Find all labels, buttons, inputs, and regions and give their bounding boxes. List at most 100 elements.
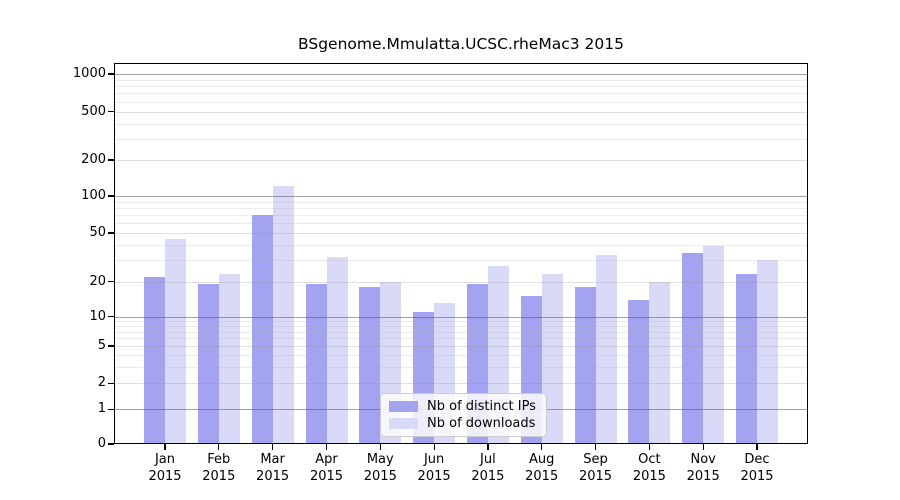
x-tick-label-sep: Sep 2015	[566, 452, 626, 485]
legend-swatch-downloads	[389, 418, 418, 430]
plot-area: Nb of distinct IPs Nb of downloads	[114, 63, 808, 444]
y-tick-label: 100	[81, 188, 106, 203]
y-tick-label: 200	[81, 152, 106, 167]
x-tick-month: Apr	[315, 452, 338, 467]
y-tick-mark	[108, 382, 114, 384]
x-tick-month: Feb	[207, 452, 231, 467]
bar-distinct-ips-apr	[305, 284, 327, 444]
gridline-major	[114, 316, 808, 318]
gridline-minor	[114, 355, 808, 357]
x-tick-month: Nov	[690, 452, 716, 467]
bar-distinct-ips-dec	[736, 274, 757, 444]
x-tick-mark	[379, 444, 381, 450]
x-tick-mark	[272, 444, 274, 450]
x-tick-label-feb: Feb 2015	[189, 452, 249, 485]
bar-distinct-ips-oct	[628, 300, 650, 444]
x-tick-year: 2015	[740, 468, 774, 484]
gridline-tick	[114, 160, 808, 161]
bar-downloads-nov	[703, 246, 725, 444]
y-tick-label: 1	[97, 401, 106, 417]
y-tick-label: 10	[89, 308, 106, 324]
bar-distinct-ips-jan	[144, 277, 165, 444]
x-tick-label-apr: Apr 2015	[297, 452, 357, 485]
gridline-minor	[114, 201, 808, 203]
gridline-minor	[114, 260, 808, 262]
x-tick-year: 2015	[578, 468, 613, 484]
x-tick-mark	[487, 444, 489, 450]
x-tick-mark	[702, 444, 704, 450]
legend-item-distinct-ips: Nb of distinct IPs	[389, 399, 538, 414]
y-tick-label: 50	[89, 225, 106, 240]
gridline-tick	[114, 233, 808, 234]
gridline-minor	[114, 223, 808, 225]
bar-downloads-oct	[649, 282, 671, 444]
x-tick-month: May	[366, 452, 394, 467]
y-tick-mark	[108, 195, 114, 197]
x-tick-month: Oct	[638, 452, 661, 467]
x-tick-month: Mar	[260, 452, 285, 467]
bar-distinct-ips-may	[359, 287, 381, 444]
bar-distinct-ips-nov	[682, 253, 704, 444]
x-tick-label-jan: Jan 2015	[135, 452, 195, 485]
bar-downloads-apr	[326, 257, 348, 444]
y-tick-label: 1000	[72, 66, 106, 81]
y-tick-mark	[108, 159, 114, 161]
gridline-minor	[114, 207, 808, 209]
x-tick-mark	[648, 444, 651, 450]
gridline-minor	[114, 321, 808, 323]
x-tick-mark	[325, 444, 328, 450]
gridline-minor	[114, 79, 808, 81]
x-tick-year: 2015	[256, 468, 290, 484]
x-tick-label-mar: Mar 2015	[243, 452, 303, 485]
x-tick-label-dec: Dec 2015	[727, 452, 787, 485]
gridline-minor	[114, 326, 808, 328]
y-tick-label: 500	[81, 103, 106, 119]
x-tick-year: 2015	[525, 468, 559, 484]
x-tick-year: 2015	[309, 468, 344, 484]
x-tick-mark	[541, 444, 543, 450]
gridline-minor	[114, 338, 808, 340]
y-tick-label: 20	[89, 273, 106, 289]
x-tick-month: Sep	[583, 452, 608, 467]
gridline-minor	[114, 331, 808, 333]
gridline-tick	[114, 111, 808, 113]
bar-downloads-jan	[165, 239, 186, 444]
x-tick-mark	[594, 444, 597, 450]
y-tick-mark	[108, 316, 114, 318]
x-tick-year: 2015	[363, 468, 397, 484]
legend-swatch-distinct-ips	[389, 400, 418, 412]
x-tick-month: Jun	[423, 452, 445, 467]
y-tick-mark	[108, 111, 114, 113]
legend-item-downloads: Nb of downloads	[389, 416, 538, 431]
x-tick-mark	[433, 444, 435, 450]
legend: Nb of distinct IPs Nb of downloads	[380, 393, 547, 437]
x-tick-label-oct: Oct 2015	[619, 452, 679, 485]
y-tick-mark	[108, 281, 114, 283]
x-tick-year: 2015	[417, 468, 451, 484]
gridlines-layer	[114, 63, 808, 444]
y-tick-label: 2	[97, 375, 106, 391]
x-tick-year: 2015	[202, 468, 236, 484]
y-tick-mark	[108, 408, 114, 410]
gridline-minor	[114, 138, 808, 140]
bar-downloads-feb	[218, 274, 240, 444]
x-tick-month: Jan	[154, 452, 176, 467]
gridline-tick	[114, 346, 808, 347]
x-tick-year: 2015	[471, 468, 505, 484]
bar-downloads-sep	[595, 255, 617, 444]
y-tick-label: 0	[97, 436, 106, 451]
y-tick-mark	[108, 443, 114, 445]
x-tick-label-jun: Jun 2015	[404, 452, 464, 485]
bar-distinct-ips-sep	[574, 287, 596, 444]
y-tick-mark	[108, 232, 114, 234]
x-tick-label-aug: Aug 2015	[512, 452, 572, 485]
gridline-minor	[114, 86, 808, 88]
gridline-minor	[114, 93, 808, 95]
x-tick-label-nov: Nov 2015	[673, 452, 733, 485]
x-tick-month: Dec	[744, 452, 770, 467]
y-tick-mark	[108, 345, 114, 347]
gridline-minor	[114, 244, 808, 246]
bar-downloads-mar	[272, 186, 294, 444]
gridline-major	[114, 196, 808, 197]
